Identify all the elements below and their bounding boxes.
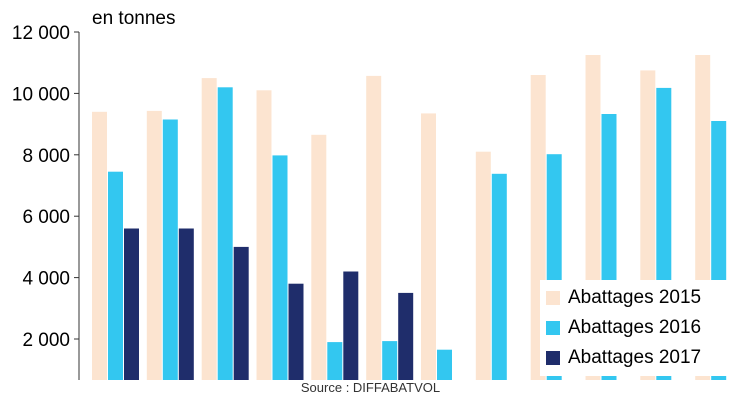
bar-2015-6 (366, 75, 382, 381)
legend-label-2015: Abattages 2015 (568, 287, 702, 308)
bar-2016-8 (491, 173, 507, 380)
unit-label: en tonnes (92, 8, 176, 29)
bar-2016-3 (217, 87, 233, 381)
legend: Abattages 2015 Abattages 2016 Abattages … (540, 280, 741, 376)
bar-2016-5 (327, 342, 343, 380)
legend-label-2016: Abattages 2016 (568, 317, 702, 338)
legend-item-2017: Abattages 2017 (546, 344, 701, 372)
bar-2015-4 (256, 90, 272, 381)
legend-item-2015: Abattages 2015 (546, 284, 701, 312)
y-tick-label: 10 000 (12, 84, 70, 105)
y-tick-label: 8 000 (22, 146, 70, 167)
source-label: Source : DIFFABATVOL (300, 380, 441, 395)
bar-2016-2 (162, 119, 178, 380)
bar-2017-1 (124, 228, 139, 380)
bar-2017-3 (233, 246, 249, 380)
bar-2017-2 (178, 228, 194, 380)
legend-label-2017: Abattages 2017 (568, 347, 702, 368)
bars (92, 55, 727, 381)
bar-2015-2 (146, 110, 162, 381)
bar-2015-7 (421, 113, 436, 381)
bar-2017-5 (343, 271, 359, 380)
bar-2016-1 (108, 171, 123, 380)
bar-2016-7 (437, 349, 452, 380)
y-tick-label: 4 000 (22, 269, 70, 290)
bar-2015-1 (92, 111, 107, 381)
y-axis: 2 000 4 000 6 000 8 000 10 000 12 000 (12, 23, 80, 380)
bar-2017-6 (398, 292, 414, 380)
y-tick-label: 12 000 (12, 23, 70, 44)
legend-swatch-2015 (546, 291, 560, 305)
y-tick-label: 6 000 (22, 207, 70, 228)
legend-item-2016: Abattages 2016 (546, 314, 701, 342)
legend-swatch-2016 (546, 321, 560, 335)
legend-swatch-2017 (546, 351, 560, 365)
bar-2015-8 (475, 151, 491, 380)
bar-2016-6 (382, 341, 398, 380)
bar-2017-4 (288, 283, 304, 380)
bar-2016-4 (272, 155, 288, 380)
bar-2015-5 (311, 134, 327, 380)
y-tick-label: 2 000 (22, 330, 70, 351)
bar-2015-3 (201, 78, 217, 380)
